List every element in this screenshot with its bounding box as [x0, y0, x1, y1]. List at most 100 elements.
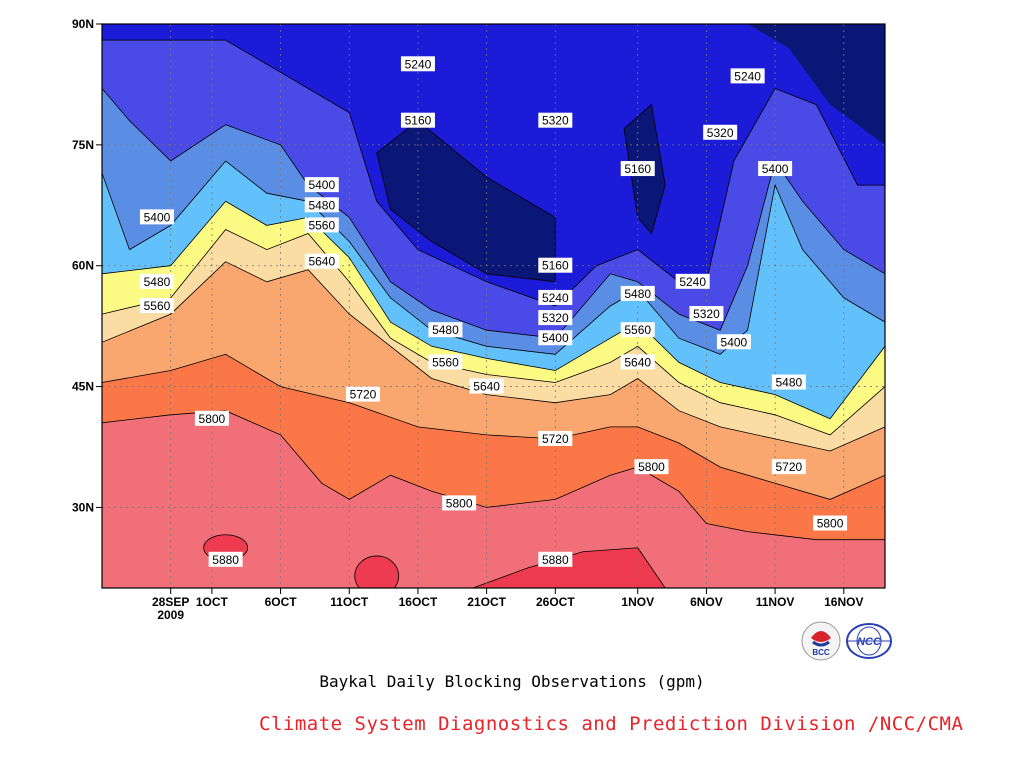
contour-label: 5720: [771, 459, 806, 475]
contour-label-text: 5160: [405, 114, 432, 128]
contour-label-text: 5480: [432, 323, 459, 337]
contour-label-bg: [304, 253, 339, 269]
contour-label-text: 5320: [542, 311, 569, 325]
contour-label: 5800: [813, 515, 848, 531]
contour-label-bg: [139, 273, 174, 289]
contour-label-text: 5320: [542, 114, 569, 128]
contour-label-bg: [634, 459, 669, 475]
contour-label-bg: [771, 374, 806, 390]
contour-line-5160: [376, 120, 556, 283]
chart-subtitle: Climate System Diagnostics and Predictio…: [259, 713, 964, 735]
contour-label: 5480: [139, 273, 174, 289]
contour-label: 5640: [304, 253, 339, 269]
contour-label-bg: [538, 257, 573, 273]
contour-label-text: 5240: [542, 291, 569, 305]
contour-label-bg: [208, 551, 243, 567]
contour-line-5800: [102, 410, 885, 541]
contour-label-bg: [346, 386, 380, 402]
xtick-label: 26OCT: [536, 595, 575, 609]
contour-label-bg: [675, 273, 710, 289]
band-5240: [102, 24, 885, 306]
ytick-label: 60N: [72, 259, 94, 273]
contour-lines: [102, 39, 885, 541]
contour-label: 5800: [194, 410, 229, 426]
contour-label: 5320: [538, 310, 573, 326]
contour-label-text: 5480: [775, 376, 802, 390]
contour-label-bg: [304, 197, 339, 213]
contour-label: 5640: [469, 378, 504, 394]
band-above-5880-late: [472, 547, 666, 588]
contour-label: 5400: [758, 161, 793, 177]
contour-label: 5320: [538, 112, 573, 128]
contour-label-bg: [139, 298, 174, 313]
contour-label: 5560: [620, 322, 655, 338]
contour-label-bg: [400, 112, 435, 128]
contour-label-text: 5800: [817, 517, 844, 531]
contour-label-text: 5560: [432, 355, 459, 369]
contour-line-5480: [102, 200, 885, 420]
contour-label-text: 5480: [144, 275, 171, 289]
contour-label: 5160: [538, 257, 573, 273]
contour-label-text: 5400: [542, 331, 569, 345]
ncc-logo: NCC: [846, 623, 892, 659]
contour-label: 5400: [538, 330, 573, 346]
contour-label: 5480: [620, 285, 655, 301]
contour-line-5320: [102, 88, 885, 339]
contour-label-text: 5800: [446, 496, 473, 510]
contour-label-bg: [689, 306, 724, 322]
ncc-logo-text: NCC: [857, 636, 882, 648]
contour-label: 5480: [304, 197, 339, 213]
contour-label-text: 5560: [624, 323, 651, 337]
contour-label-text: 5160: [542, 259, 569, 273]
band-below-5160: [376, 120, 556, 282]
contour-label-bg: [194, 410, 229, 426]
contour-label: 5320: [689, 306, 724, 322]
ytick-label: 45N: [72, 380, 94, 394]
contour-line-5560: [102, 229, 885, 436]
contour-line-5400: [102, 160, 885, 355]
contour-label-bg: [620, 322, 655, 338]
contour-label-bg: [538, 112, 573, 128]
contour-label-text: 5560: [308, 218, 335, 232]
contour-label-bg: [813, 515, 848, 531]
contour-label-text: 5720: [350, 388, 377, 402]
contour-label: 5160: [620, 161, 655, 177]
xtick-label: 1OCT: [196, 595, 229, 609]
xtick-label: 16OCT: [399, 595, 438, 609]
contour-label: 5880: [208, 551, 243, 567]
chart-title: Baykal Daily Blocking Observations (gpm): [319, 672, 705, 691]
bcc-logo: BCC: [801, 621, 841, 661]
contour-label: 5400: [139, 209, 174, 225]
contour-label: 5720: [538, 430, 573, 446]
contour-label-text: 5320: [707, 126, 734, 140]
contour-label: 5480: [771, 374, 806, 390]
contour-label-text: 5640: [308, 255, 335, 269]
contour-label-text: 5320: [693, 307, 720, 321]
contour-label: 5400: [716, 334, 751, 350]
contour-line-5640: [102, 261, 885, 452]
contour-label-bg: [730, 68, 765, 84]
band-below-5160-ne: [747, 24, 885, 145]
xtick-label: 6NOV: [690, 595, 723, 609]
contour-label: 5800: [634, 459, 669, 475]
contour-label-text: 5400: [721, 335, 748, 349]
contour-label: 5560: [428, 354, 463, 370]
contour-label-bg: [139, 209, 174, 225]
xtick-label: 21OCT: [467, 595, 506, 609]
ytick-label: 75N: [72, 138, 94, 152]
contour-label: 5240: [538, 289, 573, 305]
contour-label-text: 5720: [542, 432, 569, 446]
contour-label: 5800: [442, 495, 477, 511]
xtick-label: 11OCT: [330, 595, 369, 609]
xtick-label: 16NOV: [824, 595, 863, 609]
contour-label-bg: [304, 217, 339, 233]
contour-label-bg: [538, 310, 573, 326]
contour-label-bg: [538, 289, 573, 305]
contour-label-bg: [304, 177, 339, 193]
contour-label-bg: [469, 378, 504, 394]
contour-label: 5720: [346, 386, 380, 402]
xtick-label: 2009: [157, 608, 184, 622]
contour-label: 5480: [428, 322, 463, 338]
